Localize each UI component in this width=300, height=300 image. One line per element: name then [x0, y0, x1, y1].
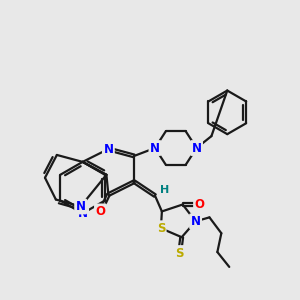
Text: N: N: [150, 142, 160, 154]
Text: O: O: [194, 198, 205, 211]
Text: S: S: [157, 222, 165, 235]
Text: H: H: [160, 184, 170, 195]
Text: O: O: [95, 205, 106, 218]
Text: N: N: [76, 200, 85, 213]
Text: N: N: [78, 207, 88, 220]
Text: N: N: [190, 215, 201, 228]
Text: N: N: [103, 142, 113, 155]
Text: N: N: [192, 142, 202, 154]
Text: S: S: [176, 247, 184, 260]
